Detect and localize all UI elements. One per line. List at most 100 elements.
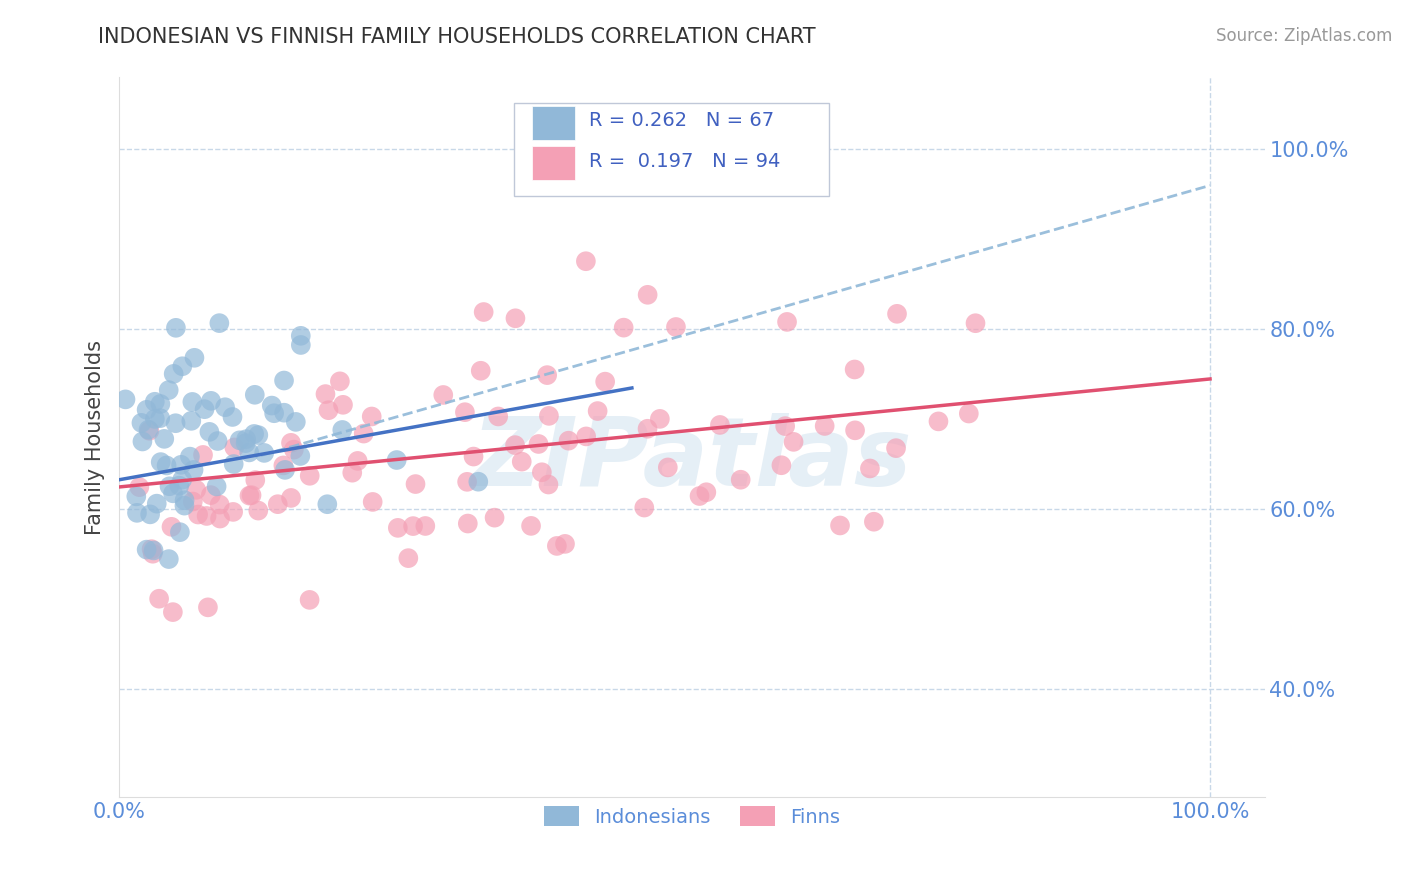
Point [253,446,276,460]
Point [332,398,354,412]
Point [387,521,409,535]
Point [814,419,837,434]
Text: INDONESIAN VS FINNISH FAMILY HOUSEHOLDS CORRELATION CHART: INDONESIAN VS FINNISH FAMILY HOUSEHOLDS … [98,27,815,46]
Point [157,552,180,566]
Text: Source: ZipAtlas.com: Source: ZipAtlas.com [1216,27,1392,45]
Point [557,434,579,448]
Point [165,321,187,335]
Point [131,416,153,430]
Point [695,485,717,500]
Point [318,403,340,417]
Point [402,519,425,533]
Point [467,475,489,489]
Point [200,393,222,408]
Point [153,432,176,446]
Point [554,537,576,551]
Y-axis label: Family Households: Family Households [86,340,105,535]
Point [844,423,866,437]
Point [316,497,339,511]
Point [396,551,419,566]
Point [342,466,364,480]
Text: R = 0.262   N = 67: R = 0.262 N = 67 [589,112,773,130]
Point [162,605,184,619]
Point [298,593,321,607]
Point [776,315,799,329]
Point [155,458,177,473]
Point [730,473,752,487]
Text: R =  0.197   N = 94: R = 0.197 N = 94 [589,153,780,171]
Point [486,409,509,424]
Point [536,368,558,383]
Point [181,494,204,508]
Point [163,367,186,381]
Point [274,463,297,477]
Point [527,437,550,451]
Point [172,473,194,487]
Point [207,434,229,448]
Point [346,454,368,468]
Point [198,425,221,439]
Point [361,495,384,509]
Point [505,311,527,326]
Point [193,402,215,417]
Point [457,516,479,531]
Point [125,506,148,520]
Point [208,511,231,525]
Point [228,434,250,448]
Point [183,463,205,477]
Point [290,338,312,352]
Point [222,457,245,471]
Point [235,432,257,446]
Point [586,404,609,418]
Point [143,394,166,409]
Text: ZIPatlas: ZIPatlas [471,413,912,506]
Point [965,316,987,330]
Point [648,412,671,426]
Point [575,429,598,443]
Point [613,320,636,334]
Point [927,414,949,428]
Point [353,426,375,441]
Point [208,498,231,512]
Point [503,438,526,452]
Point [546,539,568,553]
Point [195,508,218,523]
Point [128,480,150,494]
Point [173,499,195,513]
Point [191,448,214,462]
FancyBboxPatch shape [515,103,830,196]
Point [886,307,908,321]
Point [957,407,980,421]
Point [180,414,202,428]
Point [782,434,804,449]
Point [290,328,312,343]
Point [235,436,257,450]
Point [245,473,267,487]
Point [530,465,553,479]
Point [263,406,285,420]
Point [709,417,731,432]
Point [169,478,191,492]
Point [149,411,172,425]
Point [142,543,165,558]
Point [273,406,295,420]
Point [284,415,307,429]
Point [432,388,454,402]
Point [187,508,209,522]
Point [172,359,194,374]
Point [520,519,543,533]
Point [537,409,560,423]
Point [329,374,352,388]
Point [200,488,222,502]
Point [170,458,193,472]
Point [454,405,477,419]
Point [290,449,312,463]
Point [884,441,907,455]
Point [773,419,796,434]
Point [298,468,321,483]
Point [470,364,492,378]
FancyBboxPatch shape [531,146,575,180]
Point [463,450,485,464]
Point [186,483,208,497]
Point [637,422,659,436]
